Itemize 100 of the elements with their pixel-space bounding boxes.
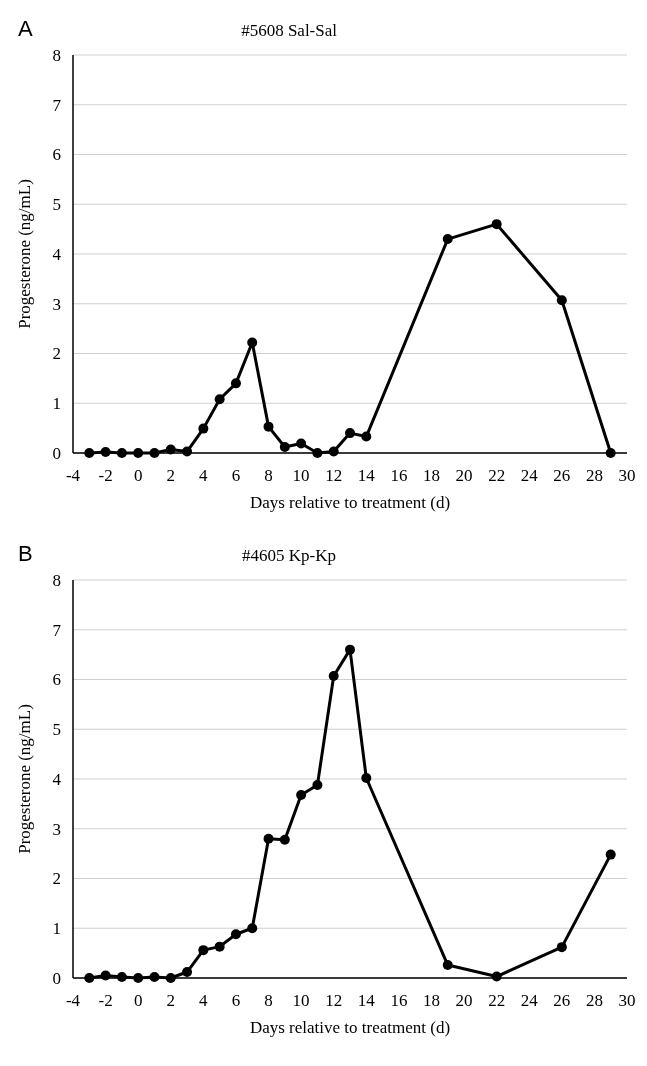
x-tick-label: 4	[199, 991, 209, 1010]
y-tick-label: 7	[52, 95, 62, 115]
point	[263, 833, 274, 844]
text: A	[18, 16, 33, 41]
y-tick-label: 8	[52, 570, 61, 590]
x-tick-label: 0	[133, 466, 143, 485]
x-tick-label: 20	[455, 466, 473, 485]
point	[279, 834, 290, 845]
point	[361, 431, 372, 442]
y-tick-label: 6	[52, 670, 61, 690]
x-tick-label: 0	[133, 991, 143, 1010]
point	[328, 671, 339, 682]
x-tick-label: 10	[292, 991, 310, 1010]
x-tick-label: 26	[553, 991, 571, 1010]
y-axis-title: Progesterone (ng/mL)	[15, 704, 34, 854]
y-tick-label: 4	[52, 244, 62, 264]
y-tick-label: 6	[52, 145, 61, 165]
x-tick-label: 14	[357, 466, 376, 485]
point	[182, 967, 193, 978]
x-tick-label: 30	[618, 466, 636, 485]
y-tick-label: 4	[52, 769, 62, 789]
point	[312, 779, 323, 790]
x-tick-label: 8	[264, 466, 273, 485]
point	[100, 970, 111, 981]
x-tick-label: -4	[65, 466, 81, 485]
point	[491, 219, 502, 230]
y-tick-label: 1	[52, 394, 61, 414]
x-tick-label: 28	[585, 466, 603, 485]
point	[116, 972, 127, 983]
point	[312, 448, 323, 458]
point	[214, 941, 225, 952]
point	[442, 234, 453, 245]
y-tick-label: 0	[52, 443, 61, 463]
y-tick-label: 1	[52, 919, 61, 939]
x-tick-label: 12	[325, 466, 343, 485]
x-tick-label: 6	[231, 466, 241, 485]
point	[214, 394, 225, 405]
point	[263, 421, 274, 432]
y-tick-label: 8	[52, 45, 61, 65]
x-tick-label: 20	[455, 991, 473, 1010]
point	[149, 448, 160, 458]
point	[133, 973, 144, 983]
x-tick-label: 30	[618, 991, 636, 1010]
point	[84, 973, 95, 983]
y-tick-label: 7	[52, 620, 62, 640]
point	[230, 929, 241, 940]
x-tick-label: -2	[98, 991, 113, 1010]
point	[491, 971, 502, 982]
x-tick-label: -2	[98, 466, 113, 485]
x-tick-label: 24	[520, 466, 539, 485]
point	[361, 773, 372, 784]
point	[133, 448, 144, 458]
point	[100, 447, 111, 458]
point	[230, 378, 241, 389]
chart-title: #5608 Sal-Sal	[241, 21, 338, 40]
point	[296, 438, 307, 449]
x-axis-title: Days relative to treatment (d)	[249, 1018, 451, 1037]
y-tick-label: 5	[52, 195, 61, 215]
x-tick-label: 22	[488, 991, 506, 1010]
point	[247, 337, 258, 348]
point	[345, 428, 355, 439]
point	[182, 446, 193, 457]
point	[198, 423, 209, 434]
y-tick-label: 2	[52, 869, 61, 889]
point	[84, 448, 95, 458]
x-tick-label: 16	[390, 466, 408, 485]
point	[328, 446, 339, 457]
point	[556, 942, 567, 953]
x-tick-label: 28	[585, 991, 603, 1010]
point	[556, 295, 567, 306]
x-tick-label: 14	[357, 991, 376, 1010]
x-tick-label: 8	[264, 991, 273, 1010]
x-tick-label: -4	[65, 991, 81, 1010]
x-tick-label: 2	[166, 991, 176, 1010]
y-axis-title: Progesterone (ng/mL)	[15, 179, 34, 329]
x-tick-label: 4	[199, 466, 209, 485]
point	[296, 789, 307, 800]
x-tick-label: 12	[325, 991, 343, 1010]
x-tick-label: 26	[553, 466, 571, 485]
x-tick-label: 6	[231, 991, 241, 1010]
point	[198, 945, 209, 956]
y-tick-label: 5	[52, 720, 61, 740]
point	[165, 973, 176, 983]
x-axis-title: Days relative to treatment (d)	[249, 493, 451, 512]
y-tick-label: 3	[52, 819, 61, 839]
point	[279, 442, 290, 453]
x-tick-label: 10	[292, 466, 310, 485]
y-tick-label: 3	[52, 294, 61, 314]
x-tick-label: 22	[488, 466, 506, 485]
point	[149, 972, 160, 983]
point	[345, 644, 355, 655]
point	[442, 960, 453, 971]
x-tick-label: 2	[166, 466, 176, 485]
x-tick-label: 18	[422, 466, 440, 485]
point	[116, 448, 127, 458]
point	[247, 923, 258, 934]
text: B	[18, 541, 33, 566]
x-tick-label: 16	[390, 991, 408, 1010]
point	[605, 448, 616, 458]
y-tick-label: 0	[52, 968, 61, 988]
